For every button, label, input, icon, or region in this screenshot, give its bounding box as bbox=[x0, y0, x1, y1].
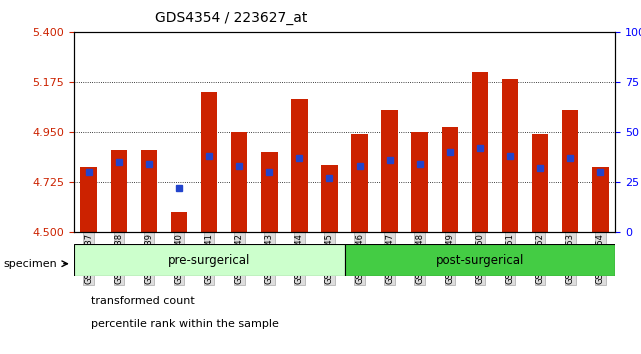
Bar bbox=[74, 244, 345, 276]
Text: transformed count: transformed count bbox=[91, 296, 195, 306]
Bar bbox=[291, 98, 308, 232]
Bar bbox=[412, 132, 428, 232]
Bar bbox=[81, 167, 97, 232]
Bar bbox=[261, 152, 278, 232]
Text: pre-surgerical: pre-surgerical bbox=[168, 254, 251, 267]
Bar bbox=[442, 127, 458, 232]
Bar bbox=[231, 132, 247, 232]
Bar bbox=[381, 110, 398, 232]
Bar bbox=[502, 79, 519, 232]
Text: post-surgerical: post-surgerical bbox=[436, 254, 524, 267]
Bar bbox=[201, 92, 217, 232]
Bar bbox=[592, 167, 608, 232]
Bar bbox=[140, 150, 157, 232]
Bar bbox=[111, 150, 127, 232]
Bar bbox=[472, 72, 488, 232]
Bar bbox=[562, 110, 578, 232]
Bar bbox=[345, 244, 615, 276]
Text: percentile rank within the sample: percentile rank within the sample bbox=[91, 319, 279, 329]
Bar bbox=[171, 212, 187, 232]
Text: specimen: specimen bbox=[3, 259, 57, 269]
Bar bbox=[532, 134, 549, 232]
Bar bbox=[351, 134, 368, 232]
Bar bbox=[321, 165, 338, 232]
Text: GDS4354 / 223627_at: GDS4354 / 223627_at bbox=[155, 11, 307, 25]
